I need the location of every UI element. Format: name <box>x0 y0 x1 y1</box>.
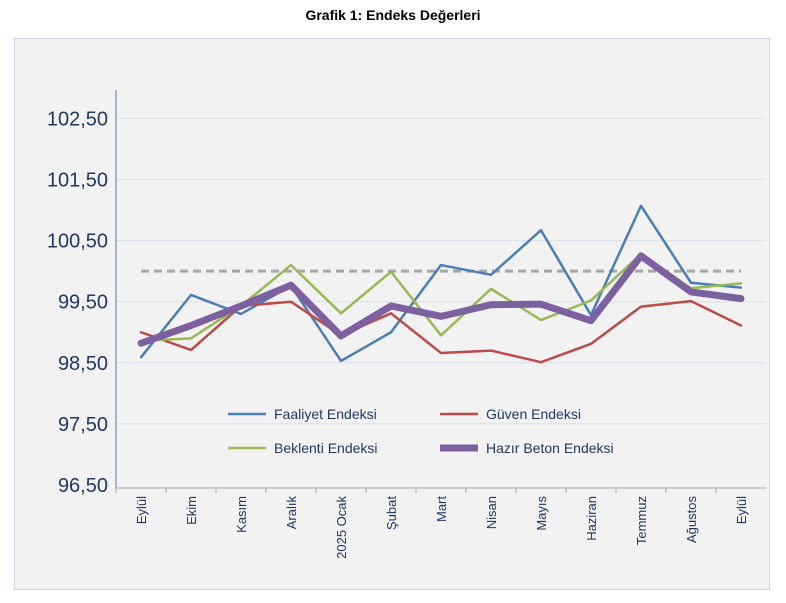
legend-label: Beklenti Endeksi <box>274 440 378 456</box>
x-tick-label: Kasım <box>234 496 249 533</box>
x-tick-label: Ekim <box>184 496 199 525</box>
y-tick-label: 102,50 <box>47 108 108 130</box>
y-tick-label: 97,50 <box>58 414 108 436</box>
x-tick-label: Eylül <box>134 496 149 524</box>
x-tick-label: Nisan <box>484 496 499 529</box>
x-tick-label: Eylül <box>734 496 749 524</box>
legend-label: Faaliyet Endeksi <box>274 406 377 422</box>
x-tick-label: Mayıs <box>534 496 549 531</box>
x-tick-label: Şubat <box>384 496 399 530</box>
y-tick-label: 98,50 <box>58 353 108 375</box>
legend-label: Güven Endeksi <box>486 406 581 422</box>
y-tick-label: 101,50 <box>47 170 108 192</box>
y-tick-label: 99,50 <box>58 292 108 314</box>
y-tick-label: 96,50 <box>58 475 108 497</box>
chart-title: Grafik 1: Endeks Değerleri <box>305 7 481 23</box>
x-tick-label: Haziran <box>584 496 599 541</box>
x-tick-label: Aralık <box>284 496 299 530</box>
legend-label: Hazır Beton Endeksi <box>486 440 614 456</box>
x-tick-label: Temmuz <box>634 496 649 545</box>
x-tick-label: Ağustos <box>684 496 699 543</box>
x-tick-label: 2025 Ocak <box>334 496 349 559</box>
series-line-hazır-beton-endeksi <box>137 252 745 347</box>
series-line-faaliyet-endeksi <box>139 204 743 363</box>
y-tick-label: 100,50 <box>47 231 108 253</box>
x-tick-label: Mart <box>434 496 449 522</box>
